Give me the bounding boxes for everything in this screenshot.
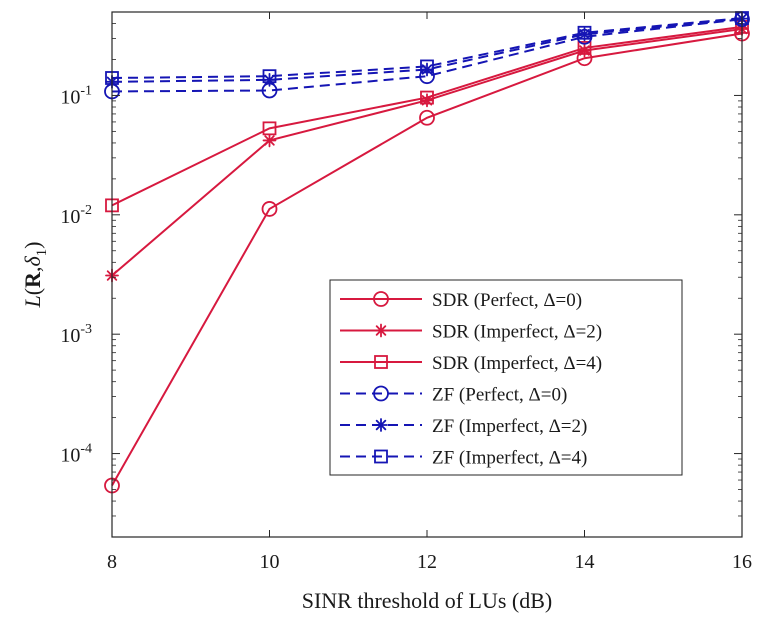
star-stroke (375, 419, 387, 431)
square-marker (262, 69, 277, 84)
y-tick-exponent: -1 (80, 83, 92, 98)
legend-label: ZF (Perfect, Δ=0) (432, 385, 567, 406)
series-line (111, 32, 743, 487)
legend-label: SDR (Perfect, Δ=0) (432, 290, 582, 311)
square-marker (420, 59, 434, 74)
legend-label: SDR (Imperfect, Δ=4) (432, 353, 602, 374)
square-marker (374, 355, 388, 369)
legend-frame (329, 279, 683, 476)
x-tick-label: 12 (417, 551, 437, 573)
x-tick-label: 14 (575, 551, 595, 573)
y-tick-base: 10 (60, 445, 80, 467)
x-tick-label: 16 (732, 551, 752, 573)
series-line (111, 17, 743, 83)
legend-label: SDR (Imperfect, Δ=2) (432, 322, 602, 343)
legend: SDR (Perfect, Δ=0) SDR (Imperfect, Δ=2) SD… (329, 279, 683, 476)
y-tick-label: 10-4 (60, 442, 92, 467)
star-stroke (375, 325, 387, 336)
series-line (111, 25, 743, 207)
series-line (111, 17, 743, 79)
star-marker (262, 133, 277, 148)
y-tick-base: 10 (60, 206, 80, 228)
square-marker (577, 25, 592, 40)
y-axis-label-close-paren: ) (20, 241, 45, 248)
y-tick-label: 10-2 (60, 203, 92, 228)
y-axis-label-bold-r: R (20, 271, 45, 288)
series-line (111, 18, 743, 93)
square-marker (374, 449, 388, 464)
square-marker (577, 41, 592, 55)
y-tick-label: 10-1 (60, 83, 92, 108)
circle-marker (373, 385, 389, 402)
x-tick-label: 10 (260, 551, 280, 573)
y-axis-label-open-paren: ( (20, 288, 45, 295)
y-axis-label-comma: , (20, 267, 45, 273)
legend-label: ZF (Imperfect, Δ=2) (432, 416, 587, 437)
y-tick-exponent: -4 (80, 442, 92, 457)
square-marker (420, 90, 434, 105)
x-tick-label: 8 (107, 551, 117, 573)
y-axis-label-function: L (20, 295, 45, 308)
y-tick-base: 10 (60, 325, 80, 347)
y-tick-label: 10-3 (60, 322, 92, 347)
legend-label: ZF (Imperfect, Δ=4) (432, 448, 587, 469)
y-axis-label: L(R,δ1) (20, 241, 50, 308)
y-axis-label-delta: δ (20, 256, 45, 267)
star-marker (374, 323, 388, 338)
y-tick-base: 10 (60, 86, 80, 108)
star-marker (420, 62, 434, 77)
circle-marker (373, 291, 389, 307)
y-tick-exponent: -2 (80, 203, 92, 218)
x-axis-label: SINR threshold of LUs (dB) (302, 588, 553, 613)
y-tick-exponent: -3 (80, 322, 92, 337)
star-marker (374, 418, 388, 432)
star-stroke (579, 29, 590, 40)
star-stroke (264, 135, 275, 146)
y-axis-label-subscript: 1 (34, 249, 50, 257)
circle-marker (419, 109, 435, 126)
circle-marker (261, 201, 278, 217)
square-marker (262, 121, 277, 136)
